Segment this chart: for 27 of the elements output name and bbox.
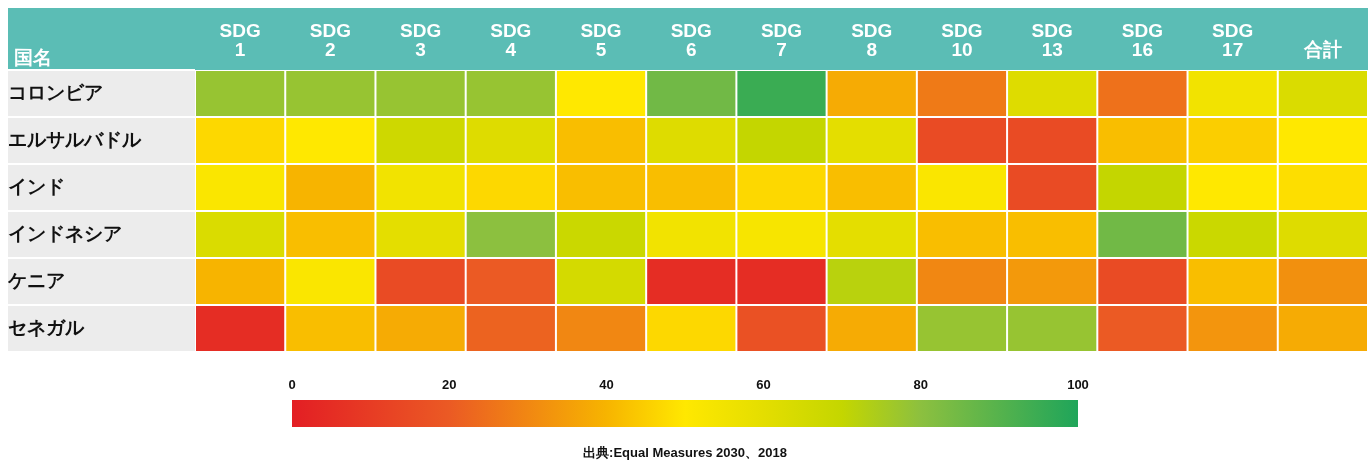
x-tick-label: SDG 13 [1031, 19, 1073, 60]
x-tick-label: 合計 [1302, 38, 1342, 60]
x-tick-label: SDG 5 [580, 19, 622, 60]
color-bar-label: 80 [913, 377, 929, 393]
color-bar-label: 60 [756, 377, 771, 393]
x-tick-label: SDG 1 [219, 19, 261, 60]
y-tick-label: セネガル [8, 316, 85, 338]
x-tick-label: SDG 4 [490, 19, 532, 60]
x-tick-label: SDG 7 [760, 19, 803, 60]
y-tick-label: エルサルバドル [8, 128, 142, 150]
color-bar-label: 20 [441, 377, 457, 393]
x-tick-label: SDG 3 [399, 19, 442, 60]
x-tick-label: SDG 17 [1212, 19, 1254, 60]
y-tick-label: コロンビア [8, 81, 103, 103]
color-bar-label: 0 [288, 377, 296, 393]
x-tick-label: SDG 16 [1121, 19, 1164, 60]
y-tick-label: インド [8, 175, 65, 197]
source-note: 出典:Equal Measures 2030、2018 [582, 444, 788, 462]
x-tick-label: SDG 8 [851, 19, 893, 60]
color-bar-label: 100 [1067, 377, 1089, 393]
x-tick-label: SDG 2 [309, 19, 351, 60]
y-axis-title: 国名 [14, 46, 52, 68]
y-tick-label: インドネシア [8, 222, 122, 244]
y-tick-label: ケニア [7, 269, 65, 291]
x-tick-label: SDG 6 [670, 19, 712, 60]
color-bar-label: 40 [599, 377, 614, 393]
x-tick-label: SDG 10 [941, 19, 983, 60]
